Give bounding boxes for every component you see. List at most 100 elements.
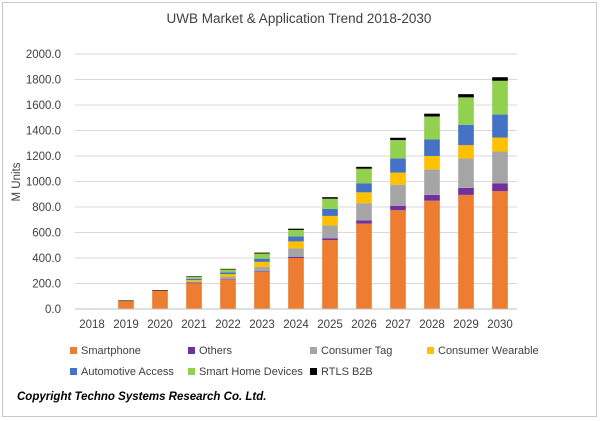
bar-2030-smart-home-devices <box>492 80 508 115</box>
y-tick-label: 1400.0 <box>26 126 61 138</box>
bar-2025-rtls-b2b <box>322 197 338 199</box>
bar-2021-rtls-b2b <box>186 276 202 277</box>
bar-2028-smart-home-devices <box>424 116 440 140</box>
legend-swatch <box>70 347 77 354</box>
legend-label: Others <box>199 345 233 357</box>
legend: Smartphone Others Consumer Tag Consumer Wea… <box>70 345 539 378</box>
x-tick-label: 2019 <box>113 319 139 331</box>
legend-swatch <box>188 368 195 375</box>
bar-2028-consumer-wearable <box>424 156 440 170</box>
x-tick-label: 2025 <box>317 319 343 331</box>
x-tick-label: 2024 <box>283 319 309 331</box>
bar-2028-consumer-tag <box>424 169 440 195</box>
bar-2028-rtls-b2b <box>424 113 440 117</box>
bar-2027-consumer-tag <box>390 184 406 206</box>
legend-label: Consumer Wearable <box>438 345 539 357</box>
chart-title: UWB Market & Application Trend 2018-2030 <box>167 11 432 26</box>
bar-2024-automotive-access <box>288 236 304 242</box>
bar-2026-consumer-tag <box>356 203 372 221</box>
bar-2026-consumer-wearable <box>356 192 372 204</box>
bar-2022-consumer-tag <box>220 276 236 280</box>
y-axis-label: M Units <box>11 162 23 201</box>
x-tick-label: 2030 <box>487 319 513 331</box>
legend-swatch <box>310 368 317 375</box>
bar-2029-others <box>458 187 474 195</box>
bar-2023-consumer-wearable <box>254 261 270 267</box>
y-tick-label: 1600.0 <box>26 100 61 112</box>
bar-2030-consumer-tag <box>492 151 508 184</box>
bar-2026-rtls-b2b <box>356 166 372 169</box>
bar-2025-smartphone <box>322 240 338 309</box>
bar-2022-automotive-access <box>220 272 236 275</box>
bar-2021-consumer-tag <box>186 281 202 283</box>
bar-2030-smartphone <box>492 191 508 309</box>
y-tick-label: 0.0 <box>45 304 61 316</box>
bar-2022-smartphone <box>220 279 236 309</box>
axes: 0.0 200.0 400.0 600.0 800.0 1000.0 1200.0 1400.… <box>26 49 517 331</box>
bar-2024-others <box>288 256 304 258</box>
y-tick-label: 2000.0 <box>26 49 61 61</box>
bar-2027-rtls-b2b <box>390 137 406 141</box>
bar-2025-consumer-tag <box>322 225 338 239</box>
bar-2022-rtls-b2b <box>220 268 236 270</box>
bar-2029-smart-home-devices <box>458 97 474 125</box>
bar-2029-rtls-b2b <box>458 94 474 98</box>
copyright-notice: Copyright Techno Systems Research Co. Lt… <box>17 391 267 403</box>
x-tick-label: 2021 <box>181 319 207 331</box>
bar-2027-others <box>390 205 406 211</box>
x-tick-label: 2029 <box>453 319 479 331</box>
bar-2028-smartphone <box>424 200 440 309</box>
bar-2030-automotive-access <box>492 114 508 138</box>
legend-swatch <box>70 368 77 375</box>
bar-2024-consumer-wearable <box>288 241 304 249</box>
y-tick-label: 1000.0 <box>26 177 61 189</box>
bar-2021-smart-home-devices <box>186 276 202 279</box>
bar-2021-others <box>186 282 202 284</box>
bar-2022-others <box>220 279 236 280</box>
y-tick-label: 800.0 <box>32 202 61 214</box>
legend-swatch <box>310 347 317 354</box>
legend-label: Consumer Tag <box>321 345 392 357</box>
bar-2027-automotive-access <box>390 158 406 173</box>
bar-2023-automotive-access <box>254 258 270 262</box>
x-tick-label: 2023 <box>249 319 275 331</box>
bar-2026-others <box>356 220 372 224</box>
x-tick-label: 2018 <box>79 319 105 331</box>
bar-2028-others <box>424 194 440 201</box>
bar-2027-consumer-wearable <box>390 172 406 185</box>
legend-label: RTLS B2B <box>321 366 373 378</box>
bar-2020-rtls-b2b <box>152 290 168 291</box>
bar-2026-smart-home-devices <box>356 168 372 184</box>
legend-label: Automotive Access <box>81 366 174 378</box>
bar-2027-smart-home-devices <box>390 140 406 159</box>
bar-2025-others <box>322 238 338 241</box>
bar-2024-consumer-tag <box>288 248 304 257</box>
bar-2023-smartphone <box>254 272 270 309</box>
bar-2025-consumer-wearable <box>322 215 338 226</box>
x-tick-label: 2027 <box>385 319 411 331</box>
bar-2020-smartphone <box>152 290 168 309</box>
bar-2030-rtls-b2b <box>492 77 508 81</box>
y-tick-label: 400.0 <box>32 253 61 265</box>
legend-swatch <box>427 347 434 354</box>
bar-2022-consumer-wearable <box>220 274 236 277</box>
bar-2029-consumer-wearable <box>458 145 474 159</box>
bar-2026-automotive-access <box>356 183 372 193</box>
legend-swatch <box>188 347 195 354</box>
bar-2030-consumer-wearable <box>492 137 508 152</box>
bar-2019-rtls-b2b <box>118 300 134 302</box>
bar-2026-smartphone <box>356 223 372 309</box>
bar-2030-others <box>492 183 508 192</box>
bar-2029-smartphone <box>458 194 474 309</box>
bar-2022-smart-home-devices <box>220 269 236 273</box>
y-tick-label: 1800.0 <box>26 75 61 87</box>
y-tick-label: 1200.0 <box>26 151 61 163</box>
gridlines <box>75 53 517 284</box>
bar-2023-consumer-tag <box>254 266 270 272</box>
bar-2027-smartphone <box>390 210 406 309</box>
bar-2024-smartphone <box>288 258 304 309</box>
bar-2024-rtls-b2b <box>288 228 304 230</box>
legend-label: Smartphone <box>81 345 141 357</box>
bar-2023-rtls-b2b <box>254 252 270 254</box>
